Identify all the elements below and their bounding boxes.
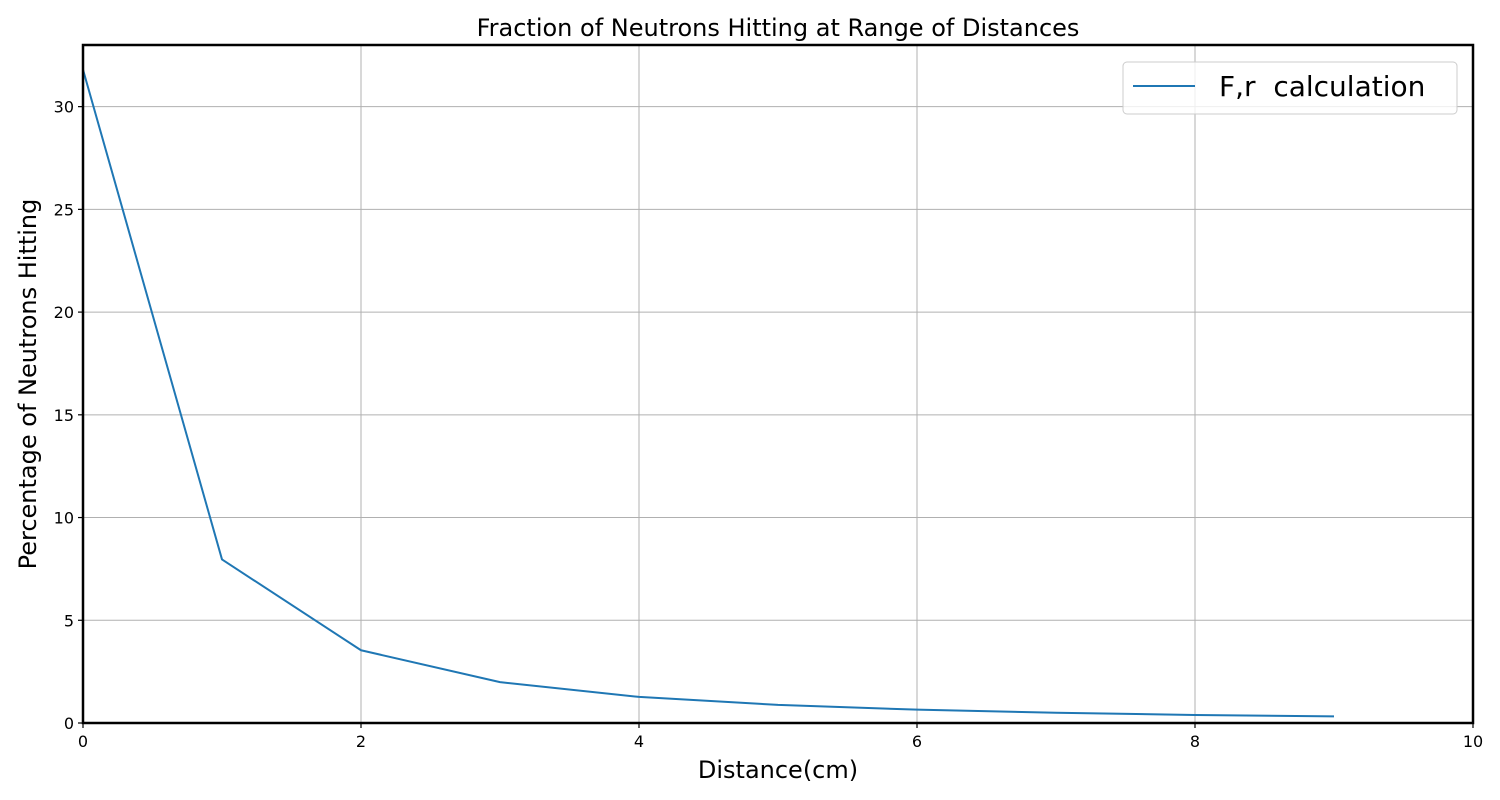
- x-tick-label: 6: [912, 732, 922, 751]
- x-tick-label: 0: [78, 732, 88, 751]
- series-layer: [82, 69, 1335, 718]
- legend-label-series-0: F,r calculation: [1219, 70, 1425, 103]
- plot-frame: [81, 43, 1475, 725]
- grid: [82, 45, 1474, 724]
- series-line-0: [82, 69, 1335, 718]
- y-axis-ticks: 0 5 10 15 20 25 30: [54, 98, 83, 733]
- x-tick-label: 10: [1463, 732, 1483, 751]
- legend: F,r calculation: [1122, 61, 1458, 115]
- x-tick-label: 4: [634, 732, 644, 751]
- y-axis-title: Percentage of Neutrons Hitting: [14, 199, 42, 570]
- y-tick-label: 15: [54, 406, 74, 425]
- y-tick-label: 0: [64, 714, 74, 733]
- x-axis-title: Distance(cm): [698, 756, 858, 784]
- x-tick-label: 2: [356, 732, 366, 751]
- y-tick-label: 5: [64, 611, 74, 630]
- y-tick-label: 20: [54, 303, 74, 322]
- y-tick-label: 10: [54, 509, 74, 528]
- x-tick-label: 8: [1190, 732, 1200, 751]
- legend-box: [1122, 61, 1458, 115]
- chart-title: Fraction of Neutrons Hitting at Range of…: [477, 14, 1080, 42]
- y-tick-label: 30: [54, 98, 74, 117]
- y-tick-label: 25: [54, 200, 74, 219]
- x-axis-ticks: 0 2 4 6 8 10: [78, 723, 1483, 751]
